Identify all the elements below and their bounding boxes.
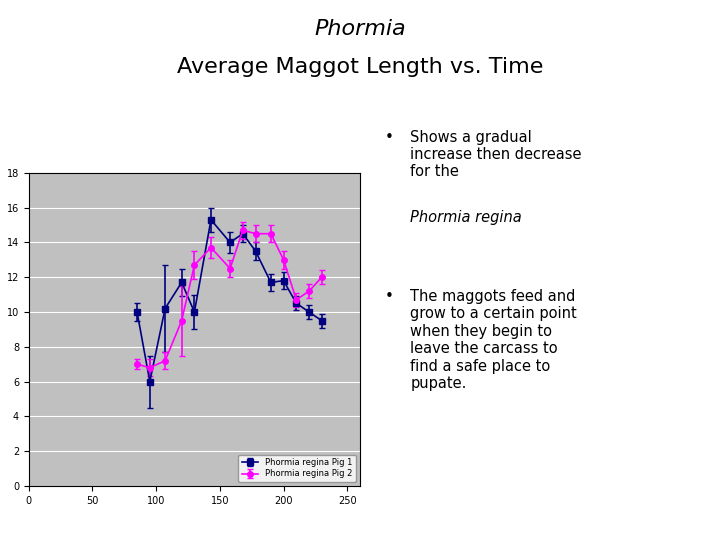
Text: •: • [385, 289, 394, 304]
Text: Phormia: Phormia [314, 19, 406, 39]
Text: Shows a gradual
increase then decrease
for the: Shows a gradual increase then decrease f… [410, 130, 582, 179]
Text: Phormia regina: Phormia regina [410, 210, 522, 225]
Text: The maggots feed and
grow to a certain point
when they begin to
leave the carcas: The maggots feed and grow to a certain p… [410, 289, 577, 391]
Text: Average Maggot Length vs. Time: Average Maggot Length vs. Time [177, 57, 543, 77]
Text: •: • [385, 130, 394, 145]
Legend: Phormia regina Pig 1, Phormia regina Pig 2: Phormia regina Pig 1, Phormia regina Pig… [238, 455, 356, 482]
